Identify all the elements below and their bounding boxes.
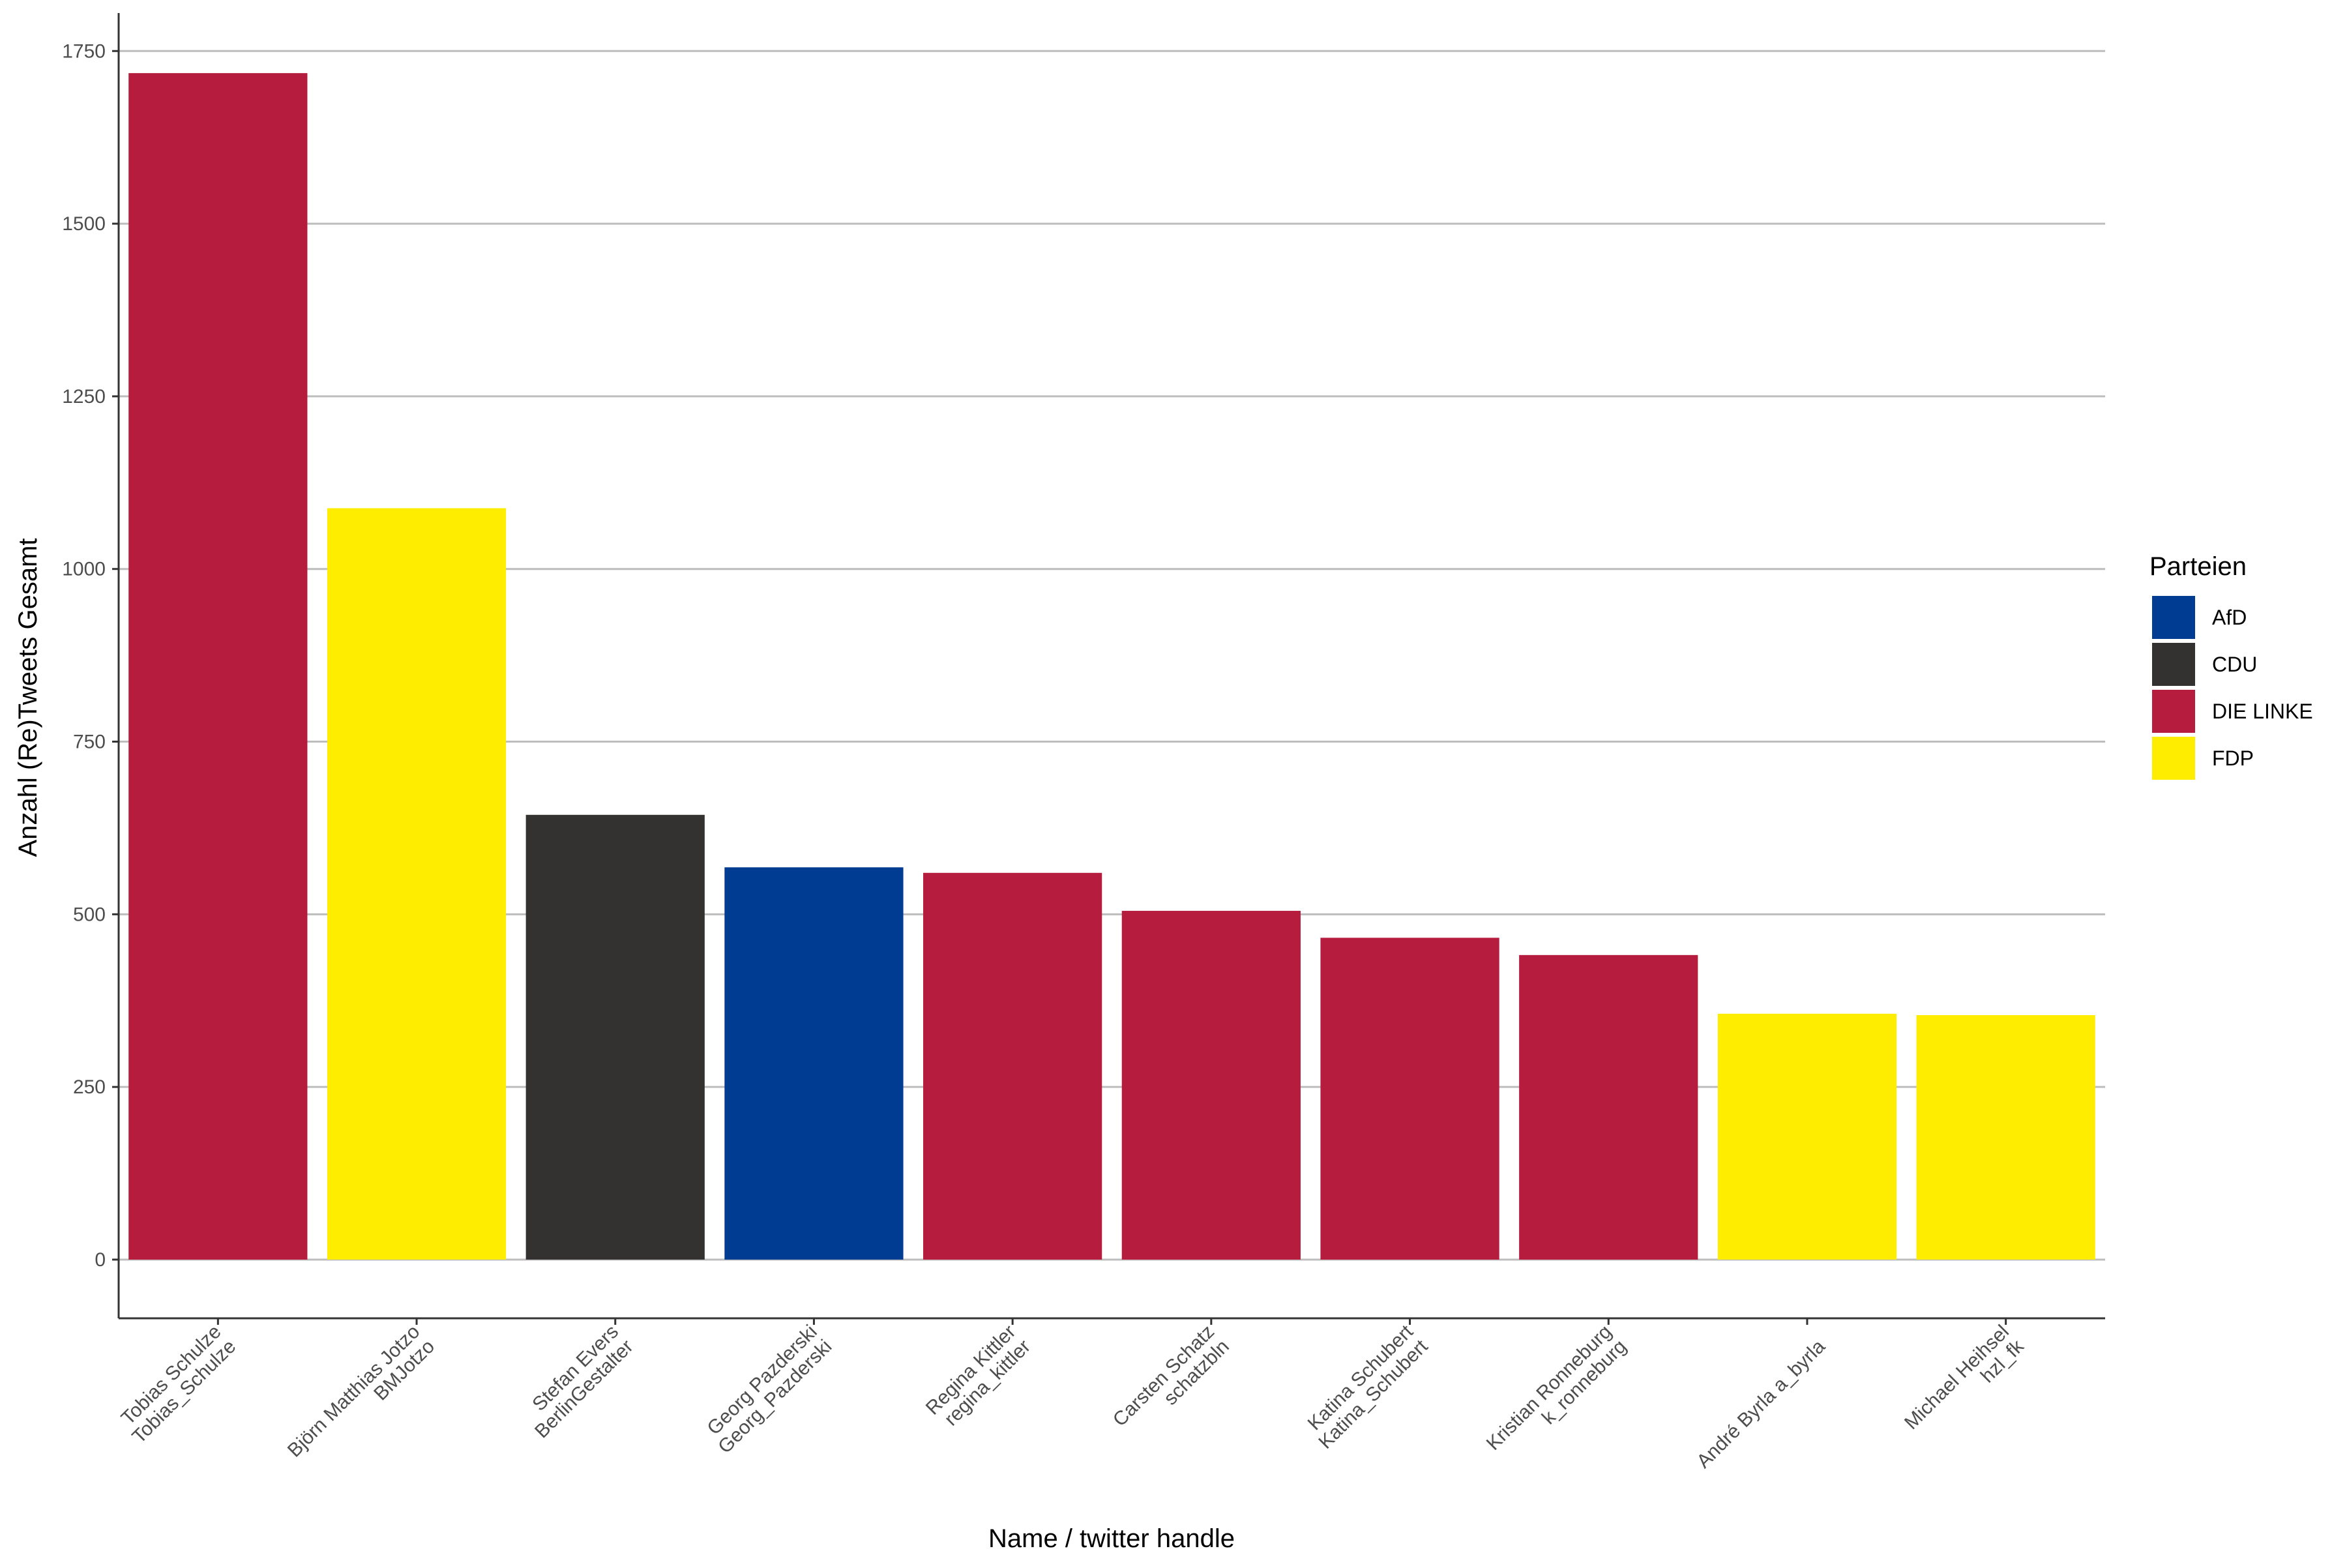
legend-key-die-linke [2152,690,2195,733]
y-tick-label-250: 250 [73,1076,106,1098]
legend-title: Parteien [2149,552,2247,581]
y-tick-labels: 0 250 500 750 1000 1250 1500 1750 [62,40,106,1271]
y-tick-label-1750: 1750 [62,40,106,62]
y-tick-label-1250: 1250 [62,386,106,407]
bar-6 [1320,938,1499,1260]
x-tick-label-line: André Byrla a_byrla [1692,1335,1829,1472]
x-tick-label-line: Björn Matthias Jotzo [284,1321,424,1462]
x-tick-label-8: André Byrla a_byrla [1692,1335,1829,1472]
bar-2 [525,814,705,1260]
legend-label-cdu: CDU [2212,653,2257,676]
y-tick-label-750: 750 [73,732,106,753]
bar-0 [128,73,308,1260]
legend-label-afd: AfD [2212,606,2247,629]
bar-9 [1916,1014,2095,1260]
legend-label-die-linke: DIE LINKE [2212,700,2313,723]
bar-1 [327,508,507,1260]
legend-key-cdu [2152,643,2195,686]
y-tick-label-500: 500 [73,904,106,925]
legend-label-fdp: FDP [2212,747,2254,770]
bars [128,73,2095,1260]
x-tick-label-line: Kristian Ronneburg [1483,1321,1616,1455]
y-tick-label-0: 0 [95,1249,106,1271]
legend: Parteien AfD CDU DIE LINKE FDP [2149,552,2313,780]
legend-key-fdp [2152,737,2195,780]
bar-4 [923,872,1102,1260]
bar-7 [1519,954,1698,1260]
bar-8 [1717,1013,1897,1260]
y-tick-label-1000: 1000 [62,559,106,580]
y-tick-label-1500: 1500 [62,213,106,235]
y-axis-title: Anzahl (Re)Tweets Gesamt [14,538,42,857]
legend-key-afd [2152,596,2195,639]
bar-3 [724,867,904,1260]
bar-5 [1121,911,1301,1260]
axes [112,13,2105,1325]
x-axis-title: Name / twitter handle [988,1524,1235,1553]
